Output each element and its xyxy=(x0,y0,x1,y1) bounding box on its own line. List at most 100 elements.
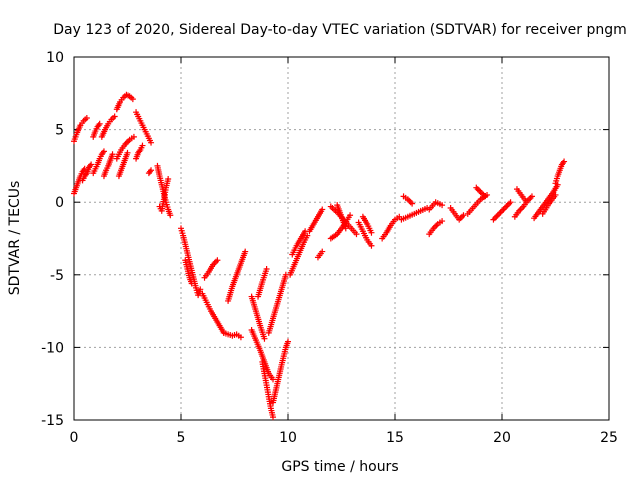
data-point xyxy=(504,202,511,209)
data-point xyxy=(517,206,524,213)
data-point xyxy=(212,258,219,265)
y-axis-label: SDTVAR / TECUs xyxy=(7,181,23,296)
series-sat-as xyxy=(490,199,514,223)
series-sat-ai xyxy=(355,219,375,249)
y-tick-label: 5 xyxy=(55,123,64,139)
data-point xyxy=(347,212,354,219)
data-point xyxy=(518,205,525,212)
data-point xyxy=(100,148,107,155)
data-point xyxy=(123,139,130,146)
x-tick-label: 25 xyxy=(600,430,618,446)
series-sat-y xyxy=(255,265,270,300)
data-point xyxy=(439,218,446,225)
series-sat-p xyxy=(178,225,204,299)
x-tick-label: 10 xyxy=(279,430,297,446)
x-tick-label: 15 xyxy=(386,430,404,446)
data-point xyxy=(527,194,534,201)
plot-frame xyxy=(73,56,610,421)
series-sat-f xyxy=(98,113,118,140)
data-point xyxy=(130,133,137,140)
data-point xyxy=(129,96,136,103)
series-sat-s xyxy=(201,257,221,281)
data-point xyxy=(501,205,508,212)
series-sat-z xyxy=(270,338,291,406)
series-sat-j xyxy=(115,149,131,180)
data-point xyxy=(148,139,155,146)
data-point xyxy=(139,142,146,149)
data-point xyxy=(507,199,514,206)
series-sat-ak xyxy=(379,213,403,242)
x-tick-label: 5 xyxy=(177,430,186,446)
data-point xyxy=(237,334,244,341)
series-sat-aa xyxy=(265,271,289,336)
data-point xyxy=(500,206,507,213)
data-point xyxy=(528,193,535,200)
series-sat-t xyxy=(220,329,244,341)
data-point xyxy=(407,199,414,206)
data-point xyxy=(109,151,116,158)
data-point xyxy=(439,202,446,209)
series-sat-v xyxy=(248,293,268,342)
chart-title: Day 123 of 2020, Sidereal Day-to-day VTE… xyxy=(53,22,627,38)
series-sat-m xyxy=(145,167,155,177)
series-sat-x xyxy=(248,326,277,383)
data-point xyxy=(148,167,155,174)
data-point xyxy=(96,120,103,127)
series-sat-o xyxy=(156,175,172,214)
series-sat-ah xyxy=(334,202,349,232)
series-sat-d xyxy=(90,148,107,177)
data-point xyxy=(368,242,375,249)
data-point xyxy=(270,376,277,383)
series-sat-ab xyxy=(287,232,311,278)
series-sat-ap xyxy=(447,205,467,223)
data-point xyxy=(494,212,501,219)
data-point xyxy=(431,223,438,230)
data-point xyxy=(111,113,118,120)
data-point xyxy=(506,200,513,207)
data-point xyxy=(481,193,488,200)
series-sat-e xyxy=(90,120,103,140)
data-point xyxy=(165,175,172,182)
series-sat-h xyxy=(113,91,136,113)
series-sat-aw xyxy=(539,191,559,217)
data-point xyxy=(476,187,483,194)
y-tick-label: 0 xyxy=(55,195,64,211)
series-sat-i xyxy=(113,133,137,162)
data-point xyxy=(83,114,90,121)
data-point xyxy=(460,212,467,219)
y-tick-label: -15 xyxy=(41,413,64,429)
data-point xyxy=(368,229,375,236)
data-point xyxy=(263,265,270,272)
data-point xyxy=(477,189,484,196)
data-point xyxy=(474,186,481,193)
y-tick-label: -10 xyxy=(41,340,64,356)
data-point xyxy=(409,200,416,207)
data-point xyxy=(188,280,195,287)
series-sat-au xyxy=(513,186,529,204)
series-sat-q xyxy=(182,257,195,287)
data-point xyxy=(552,191,559,198)
data-point xyxy=(496,210,503,217)
series-sat-am xyxy=(400,193,416,207)
series-sat-k xyxy=(133,109,155,146)
series-sat-aq xyxy=(464,191,491,217)
data-point xyxy=(497,209,504,216)
data-point xyxy=(353,231,360,238)
grid xyxy=(74,57,609,420)
series-sat-c xyxy=(79,161,95,184)
series-sat-av xyxy=(531,181,561,222)
series-sat-an xyxy=(426,218,446,238)
data-point xyxy=(499,207,505,214)
data-point xyxy=(319,248,326,255)
data-point xyxy=(493,213,500,220)
x-tick-labels: 0 5 10 15 20 25 xyxy=(70,430,618,446)
series-sat-r xyxy=(199,290,227,336)
data-point xyxy=(473,184,480,191)
data-point xyxy=(503,203,510,210)
data-point xyxy=(342,225,349,232)
data-point xyxy=(270,414,277,421)
data-point xyxy=(125,138,132,145)
data-point xyxy=(406,197,413,204)
series-sat-a xyxy=(71,114,90,145)
